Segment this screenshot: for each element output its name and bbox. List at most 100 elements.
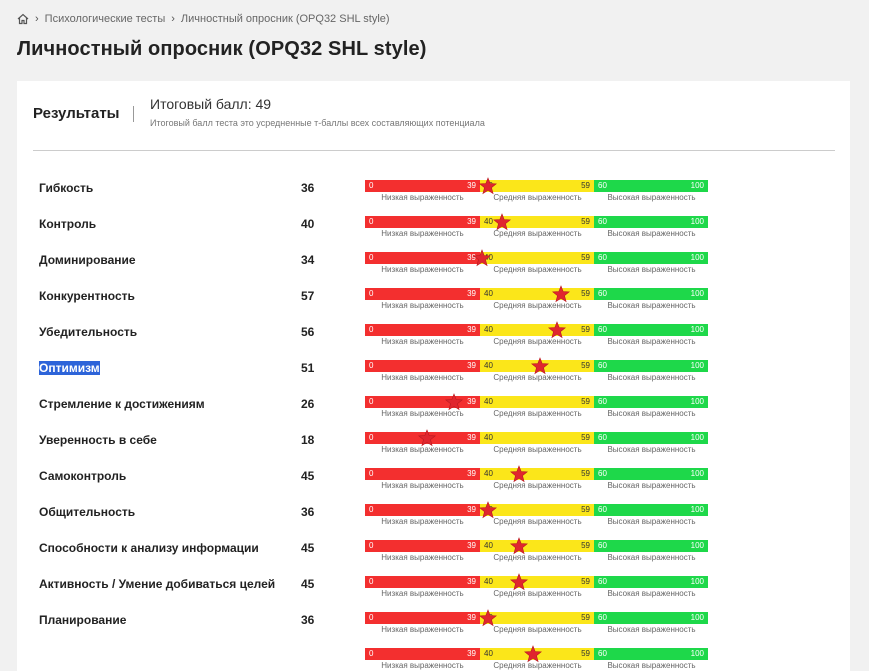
score-marker-star-icon	[493, 213, 511, 231]
scale-mid-caption: Средняя выраженность	[493, 409, 582, 418]
score-marker-star-icon	[510, 537, 528, 555]
scale-high-caption: Высокая выраженность	[607, 193, 696, 202]
scale-low-segment: 0 39	[365, 648, 480, 660]
scale-low-segment: 0 39	[365, 288, 480, 300]
scale-high-segment: 60 100	[594, 576, 708, 588]
trait-score: 51	[301, 361, 315, 375]
trait-name: Убедительность	[39, 325, 138, 339]
trait-name: Гибкость	[39, 181, 94, 195]
score-marker-star-icon	[479, 501, 497, 519]
scale-low-caption: Низкая выраженность	[381, 409, 464, 418]
trait-row: Конкурентность 57 0 39 40 59 60 100 Низкая выраж…	[17, 274, 850, 310]
scale-high-caption: Высокая выраженность	[607, 481, 696, 490]
results-card: Результаты Итоговый балл: 49 Итоговый ба…	[17, 81, 850, 671]
trait-name: Стремление к достижениям	[39, 397, 205, 411]
scale-high-caption: Высокая выраженность	[607, 517, 696, 526]
score-marker-star-icon	[510, 465, 528, 483]
scale-low-segment: 0 39	[365, 504, 480, 516]
scale-high-segment: 60 100	[594, 180, 708, 192]
score-marker-star-icon	[418, 429, 436, 447]
score-marker-star-icon	[552, 285, 570, 303]
scale-mid-caption: Средняя выраженность	[493, 373, 582, 382]
scale-low-caption: Низкая выраженность	[381, 445, 464, 454]
breadcrumb-item-psych-tests[interactable]: Психологические тесты	[44, 13, 166, 25]
scale-high-segment: 60 100	[594, 612, 708, 624]
trait-row: Уверенность в себе 18 0 39 40 59 60 100 Низкая в…	[17, 418, 850, 454]
heading-divider	[133, 106, 134, 122]
home-icon[interactable]	[17, 13, 29, 25]
trait-row: Доминирование34039405960100Низкая выраже…	[17, 238, 850, 274]
scale-high-segment: 60 100	[594, 396, 708, 408]
trait-name: Доминирование	[39, 253, 136, 267]
trait-score: 57	[301, 289, 315, 303]
scale-low-segment: 0 39	[365, 468, 480, 480]
scale-low-caption: Низкая выраженность	[381, 553, 464, 562]
scale-low-caption: Низкая выраженность	[381, 229, 464, 238]
scale-low-segment: 0 39	[365, 216, 480, 228]
scale-low-segment: 0 39	[365, 180, 480, 192]
trait-name: Уверенность в себе	[39, 433, 157, 447]
trait-name: Общительность	[39, 505, 136, 519]
trait-row: Планирование36039405960100Низкая выражен…	[17, 598, 850, 634]
scale-mid-caption: Средняя выраженность	[493, 229, 582, 238]
scale-high-caption: Высокая выраженность	[607, 409, 696, 418]
scale-high-segment: 60 100	[594, 324, 708, 336]
scale-high-caption: Высокая выраженность	[607, 337, 696, 346]
breadcrumb-separator-icon: ›	[35, 13, 39, 25]
scale-mid-caption: Средняя выраженность	[493, 661, 582, 670]
scale-low-segment: 0 39	[365, 540, 480, 552]
trait-name: Самоконтроль	[39, 469, 127, 483]
scale-mid-caption: Средняя выраженность	[493, 589, 582, 598]
scale-mid-caption: Средняя выраженность	[493, 337, 582, 346]
scale-high-caption: Высокая выраженность	[607, 265, 696, 274]
trait-row: Самоконтроль 45 0 39 40 59 60 100 Низкая выражен…	[17, 454, 850, 490]
trait-score: 36	[301, 613, 315, 627]
scale-low-caption: Низкая выраженность	[381, 481, 464, 490]
header-separator	[33, 150, 835, 151]
trait-score: 34	[301, 253, 315, 267]
score-marker-star-icon	[479, 609, 497, 627]
scale-high-caption: Высокая выраженность	[607, 553, 696, 562]
scale-high-segment: 60 100	[594, 432, 708, 444]
trait-score: 45	[301, 541, 315, 555]
scale-low-segment: 0 39	[365, 612, 480, 624]
scale-high-caption: Высокая выраженность	[607, 445, 696, 454]
scale-low-caption: Низкая выраженность	[381, 193, 464, 202]
trait-score: 36	[301, 505, 315, 519]
scale-mid-caption: Средняя выраженность	[493, 553, 582, 562]
scale-mid-caption: Средняя выраженность	[493, 625, 582, 634]
scale-mid-caption: Средняя выраженность	[493, 481, 582, 490]
total-score: Итоговый балл: 49	[150, 96, 272, 112]
scale-low-caption: Низкая выраженность	[381, 517, 464, 526]
scale-high-segment: 60 100	[594, 540, 708, 552]
scale-low-segment: 0 39	[365, 324, 480, 336]
scale-high-segment: 60 100	[594, 504, 708, 516]
scale-mid-caption: Средняя выраженность	[493, 301, 582, 310]
trait-row: Активность / Умение добиваться целей 45 0 3…	[17, 562, 850, 598]
trait-score: 40	[301, 217, 315, 231]
scale-mid-caption: Средняя выраженность	[493, 193, 582, 202]
breadcrumb-separator-icon: ›	[171, 13, 175, 25]
scale-low-caption: Низкая выраженность	[381, 301, 464, 310]
score-marker-star-icon	[479, 177, 497, 195]
scale-high-caption: Высокая выраженность	[607, 229, 696, 238]
scale-high-segment: 60 100	[594, 360, 708, 372]
trait-score: 36	[301, 181, 315, 195]
score-marker-star-icon	[510, 573, 528, 591]
